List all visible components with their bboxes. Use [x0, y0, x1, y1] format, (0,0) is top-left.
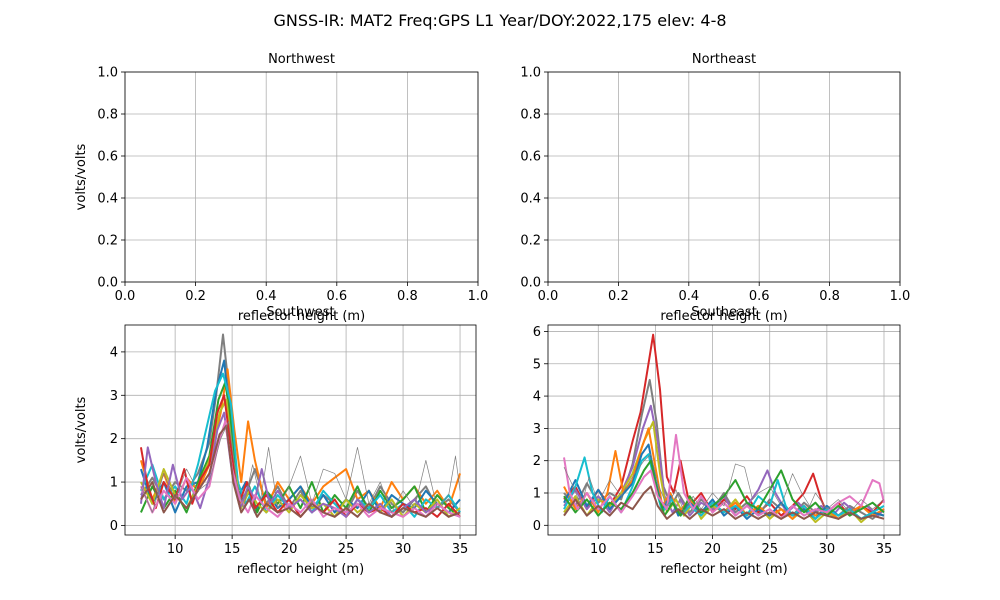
panel-southeast-xtick-label: 15 [647, 542, 664, 557]
panel-northwest-ytick-label: 0.8 [97, 108, 118, 123]
panel-southwest-ytick-label: 2 [110, 432, 118, 447]
panel-southeast-ytick-label: 6 [533, 325, 541, 340]
panel-northwest-xlabel: reflector height (m) [238, 309, 365, 324]
panel-southwest-xtick-label: 35 [452, 542, 469, 557]
panel-northeast-ytick-label: 0.6 [520, 150, 541, 165]
panel-southeast-xtick-label: 30 [819, 542, 836, 557]
panel-northeast-xtick-label: 0.2 [608, 289, 629, 304]
panel-southeast-lines [563, 333, 885, 524]
panel-northeast-ytick-label: 0.2 [520, 234, 541, 249]
panel-northeast: 0.0 0.2 0.4 0.6 0.8 1.0 0.0 0.2 0.4 0.6 0.8 1.0 Nort… [520, 52, 910, 324]
panel-southeast-xtick-label: 10 [590, 542, 607, 557]
panel-southwest-series-line [140, 420, 461, 513]
panel-northeast-title: Northeast [692, 52, 756, 67]
panel-northwest-xtick-label: 0.8 [397, 289, 418, 304]
panel-northwest-ytick-label: 0.6 [97, 150, 118, 165]
panel-southeast-series-line [563, 453, 885, 513]
panel-northeast-xtick-label: 0.8 [819, 289, 840, 304]
panel-southwest-xtick-label: 20 [281, 542, 298, 557]
panel-northwest-frame [124, 71, 479, 283]
panel-northeast-frame [547, 71, 901, 283]
panel-southwest-ytick-label: 4 [110, 345, 118, 360]
panel-southeast-frame [547, 324, 901, 536]
panel-southwest-frame [124, 324, 477, 536]
panel-southwest-xtick-label: 25 [338, 542, 355, 557]
panel-northeast-ytick-label: 0.4 [520, 192, 541, 207]
panel-northeast-xlabel: reflector height (m) [660, 309, 787, 324]
panel-southeast-series-line [563, 433, 885, 520]
panel-southeast-xtick-label: 20 [704, 542, 721, 557]
panel-southeast-xtick-label: 35 [876, 542, 893, 557]
panel-northwest-xtick-label: 0.4 [256, 289, 277, 304]
panel-southeast-xtick-label: 25 [761, 542, 778, 557]
panel-northeast-ytick-label: 1.0 [520, 66, 541, 81]
panel-southeast-ytick-label: 0 [533, 519, 541, 534]
figure-suptitle: GNSS-IR: MAT2 Freq:GPS L1 Year/DOY:2022,… [273, 11, 726, 30]
panel-northeast-xtick-label: 0.6 [749, 289, 770, 304]
panel-northwest-xtick-label: 0.6 [326, 289, 347, 304]
panel-southeast-title: Southeast [691, 305, 757, 320]
panel-southwest-xlabel: reflector height (m) [237, 562, 364, 577]
panel-northwest: 0.0 0.2 0.4 0.6 0.8 1.0 0.0 0.2 0.4 0.6 0.8 1.0 Nort… [74, 52, 488, 324]
panel-southwest-title: Southwest [266, 305, 334, 320]
panel-northwest-xtick-label: 1.0 [468, 289, 489, 304]
panel-southeast-ytick-label: 1 [533, 487, 541, 502]
panel-northwest-ytick-label: 0.2 [97, 234, 118, 249]
panel-southwest-xtick-label: 15 [224, 542, 241, 557]
panel-southeast-ytick-label: 2 [533, 454, 541, 469]
panel-southwest-ytick-label: 0 [110, 519, 118, 534]
panel-southwest-ylabel: volts/volts [74, 396, 89, 463]
panel-northeast-ytick-label: 0.8 [520, 108, 541, 123]
panel-northeast-ytick-label: 0.0 [520, 276, 541, 291]
panel-northwest-xtick-label: 0.2 [185, 289, 206, 304]
panel-southeast-xlabel: reflector height (m) [660, 562, 787, 577]
panel-northeast-xtick-label: 0.0 [538, 289, 559, 304]
panel-southwest-ytick-label: 1 [110, 476, 118, 491]
panel-southwest-ytick-label: 3 [110, 389, 118, 404]
panel-southwest-xtick-label: 10 [167, 542, 184, 557]
panel-southeast-series-line [563, 485, 885, 520]
panel-northwest-ytick-label: 0.4 [97, 192, 118, 207]
panel-southwest-series-line [140, 420, 461, 518]
panel-northwest-ytick-label: 0.0 [97, 276, 118, 291]
panel-northwest-ylabel: volts/volts [74, 143, 89, 210]
panel-northeast-xtick-label: 1.0 [890, 289, 911, 304]
panel-northwest-title: Northwest [268, 52, 335, 67]
panel-southwest-lines [139, 333, 462, 518]
panel-southeast-ytick-label: 5 [533, 357, 541, 372]
panel-northeast-xtick-label: 0.4 [678, 289, 699, 304]
panel-southeast-ytick-label: 3 [533, 422, 541, 437]
panel-northwest-ytick-label: 1.0 [97, 66, 118, 81]
panel-southwest-xtick-label: 30 [395, 542, 412, 557]
panel-southeast-ytick-label: 4 [533, 390, 541, 405]
panel-northwest-xtick-label: 0.0 [115, 289, 136, 304]
